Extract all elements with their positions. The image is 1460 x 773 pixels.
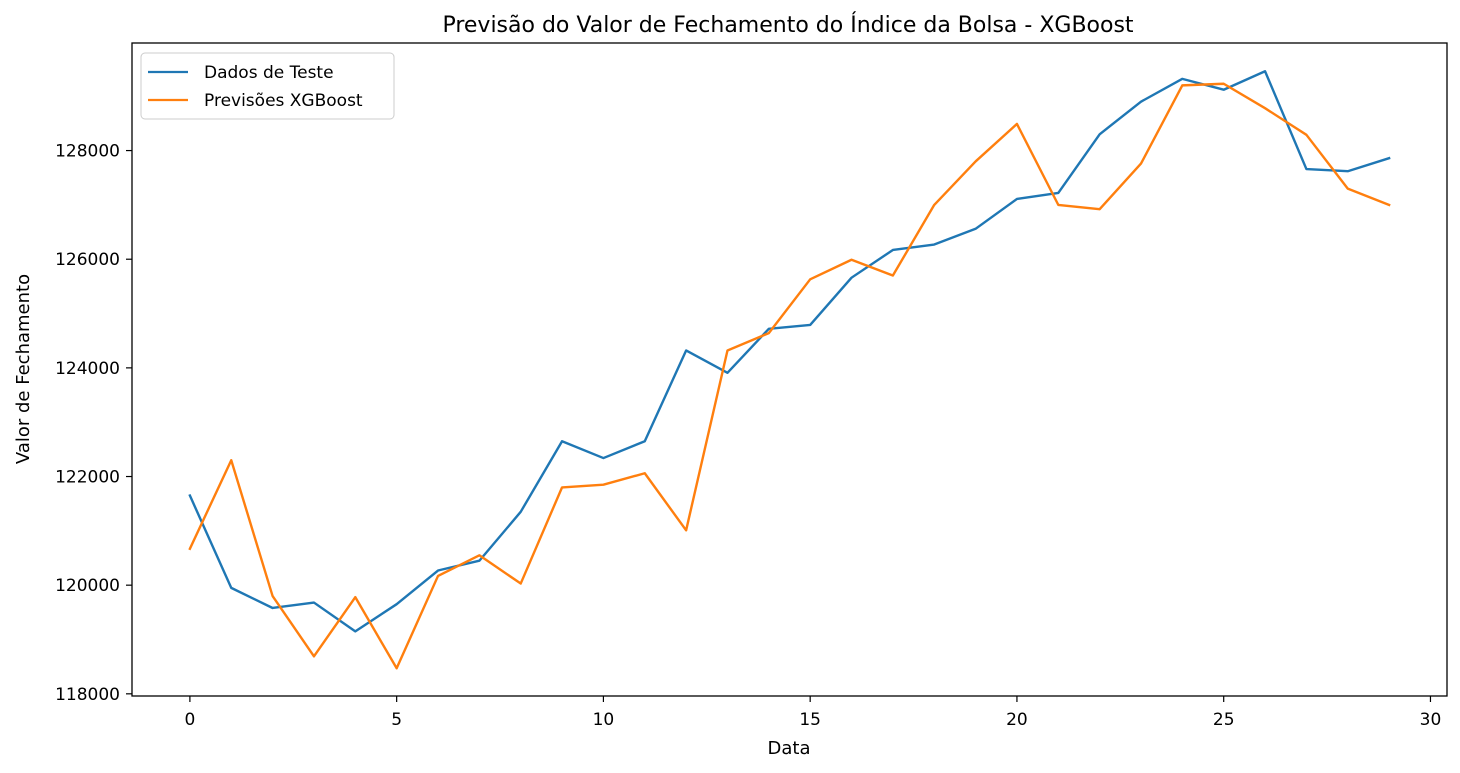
y-axis-label: Valor de Fechamento: [13, 274, 34, 464]
y-tick-label: 120000: [55, 576, 120, 596]
series-layer: [188, 70, 1391, 670]
legend-box: [140, 52, 395, 120]
x-axis-label: Data: [768, 738, 811, 759]
y-tick-label: 122000: [55, 468, 120, 488]
y-axis: 118000 120000 122000 124000 126000 128000: [55, 142, 132, 705]
legend-label-dados-de-teste: Dados de Teste: [204, 63, 334, 83]
y-tick-label: 118000: [55, 685, 120, 705]
x-tick-label: 25: [1213, 710, 1235, 730]
x-tick-label: 5: [391, 710, 402, 730]
legend: Dados de Teste Previsões XGBoost: [140, 52, 395, 120]
y-tick-label: 126000: [55, 250, 120, 270]
x-tick-label: 20: [1006, 710, 1028, 730]
series-line-1: [188, 82, 1391, 670]
plot-area-frame: [131, 42, 1448, 697]
x-tick-label: 0: [184, 710, 195, 730]
y-tick-label: 128000: [55, 142, 120, 162]
series-line-0: [188, 70, 1391, 633]
legend-label-previsoes-xgboost: Previsões XGBoost: [204, 91, 363, 111]
x-tick-label: 15: [799, 710, 821, 730]
x-axis: 0 5 10 15 20 25 30: [184, 696, 1441, 730]
y-tick-label: 124000: [55, 359, 120, 379]
x-tick-label: 10: [593, 710, 615, 730]
x-tick-label: 30: [1420, 710, 1442, 730]
chart-title: Previsão do Valor de Fechamento do Índic…: [442, 12, 1133, 38]
